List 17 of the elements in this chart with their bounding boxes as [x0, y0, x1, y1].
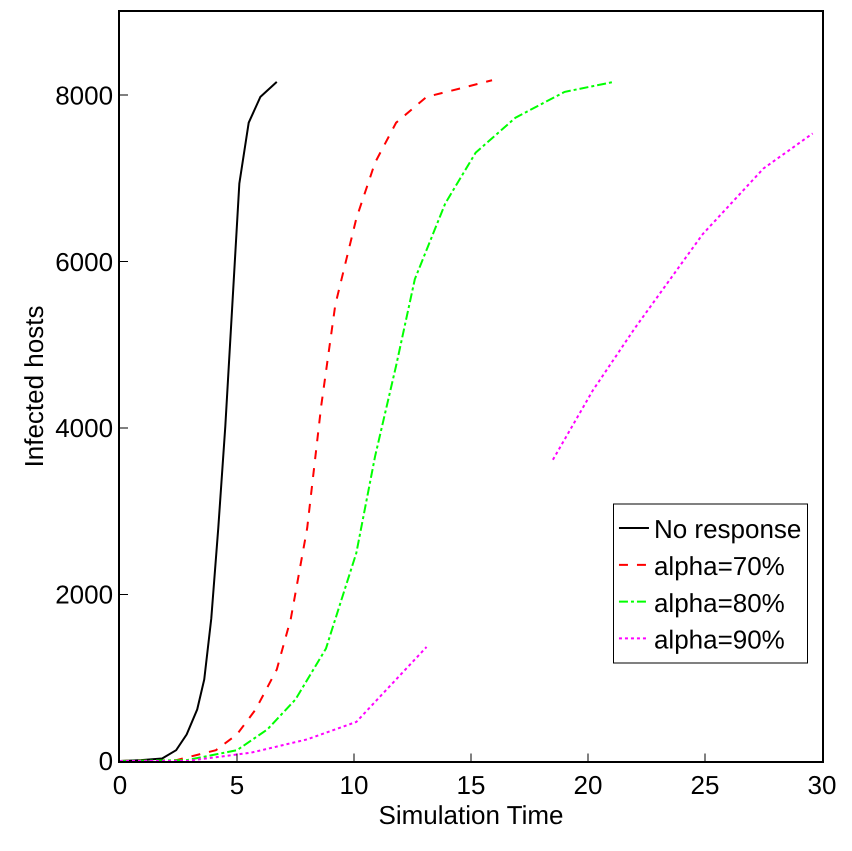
y-axis-title: Infected hosts: [19, 306, 50, 468]
x-tick-label: 10: [340, 770, 368, 800]
legend-label: alpha=90%: [654, 624, 785, 655]
legend-label: No response: [654, 514, 802, 544]
y-tick-label: 6000: [55, 246, 114, 277]
legend-label: alpha=80%: [654, 588, 785, 618]
x-tick-label: 25: [690, 770, 720, 800]
x-tick-label: 20: [574, 770, 602, 800]
x-tick-label: 5: [230, 770, 244, 800]
y-tick-label: 2000: [55, 580, 114, 610]
y-tick-label: 8000: [55, 80, 114, 110]
x-axis-title: Simulation Time: [378, 800, 564, 830]
y-tick-label: 4000: [55, 413, 114, 444]
x-tick-label: 15: [456, 770, 486, 800]
legend-label: alpha=70%: [654, 550, 785, 581]
x-tick-label: 30: [808, 770, 836, 800]
y-tick-label: 0: [98, 746, 114, 776]
